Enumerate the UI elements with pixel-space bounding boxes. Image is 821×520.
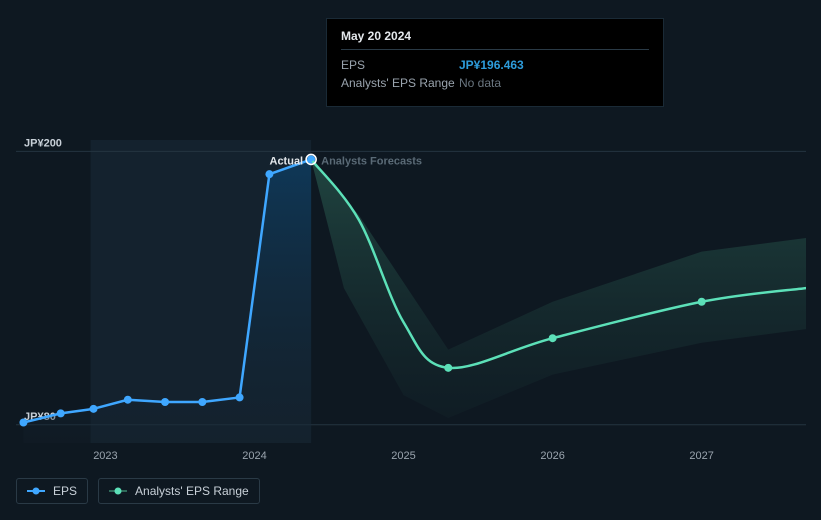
- x-axis-label: 2027: [689, 450, 713, 462]
- legend-swatch-eps: [27, 486, 45, 496]
- x-axis-label: 2025: [391, 450, 415, 462]
- legend-item-eps[interactable]: EPS: [16, 478, 88, 504]
- legend-item-range[interactable]: Analysts' EPS Range: [98, 478, 260, 504]
- tooltip-label: EPS: [341, 56, 459, 74]
- eps-chart: JP¥80JP¥200ActualAnalysts Forecasts20232…: [0, 0, 821, 520]
- tooltip-label: Analysts' EPS Range: [341, 74, 459, 92]
- tooltip-date: May 20 2024: [341, 29, 649, 50]
- tooltip-row: Analysts' EPS Range No data: [341, 74, 649, 92]
- tooltip-value: No data: [459, 74, 649, 92]
- x-axis-label: 2026: [540, 450, 564, 462]
- tooltip-row: EPS JP¥196.463: [341, 56, 649, 74]
- x-axis-label: 2024: [242, 450, 266, 462]
- legend-label: Analysts' EPS Range: [135, 484, 249, 498]
- label-actual: Actual: [270, 155, 304, 167]
- legend-swatch-range: [109, 486, 127, 496]
- legend-label: EPS: [53, 484, 77, 498]
- label-forecasts: Analysts Forecasts: [321, 155, 422, 167]
- chart-tooltip: May 20 2024 EPS JP¥196.463 Analysts' EPS…: [326, 18, 664, 107]
- legend: EPS Analysts' EPS Range: [16, 478, 260, 504]
- tooltip-value: JP¥196.463: [459, 56, 649, 74]
- y-axis-label: JP¥200: [24, 137, 62, 149]
- x-axis-label: 2023: [93, 450, 117, 462]
